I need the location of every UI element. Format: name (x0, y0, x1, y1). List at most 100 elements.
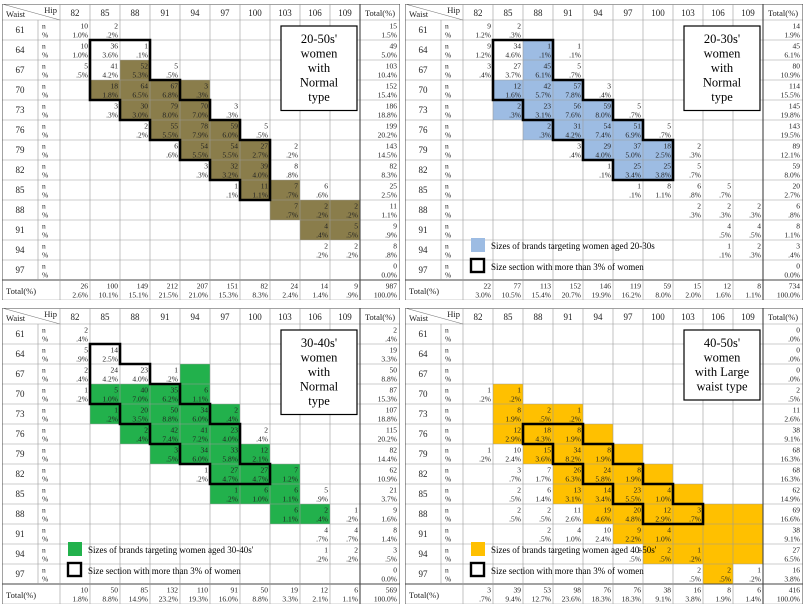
cell-count: 2 (354, 242, 358, 251)
column-total-count: 85 (141, 586, 149, 595)
shaded-cell (180, 80, 210, 100)
cell-count: 54 (231, 142, 239, 151)
row-total-count: 0 (393, 566, 397, 575)
legend-swatch-outline (469, 561, 486, 578)
row-total-percent: 9.1% (784, 435, 800, 444)
cell-percent: 1.1% (282, 495, 298, 504)
header-diagonal (1, 3, 61, 21)
n-marker: n (42, 486, 46, 495)
column-total-count: 149 (137, 282, 149, 291)
row-total-count: 82 (390, 162, 398, 171)
row-total-percent: 2.6% (784, 415, 800, 424)
cell-count: 2 (84, 366, 88, 375)
cell-percent: 3.6% (102, 51, 118, 60)
column-total-percent: 21.0% (189, 291, 208, 300)
row-total-count: 62 (390, 466, 398, 475)
hip-column-label: 97 (221, 312, 231, 322)
cell-count: 7 (547, 466, 551, 475)
pct-marker: % (445, 111, 451, 120)
cell-count: 3 (487, 62, 491, 71)
n-marker: n (445, 326, 449, 335)
pct-marker: % (445, 375, 451, 384)
shaded-cell (613, 504, 643, 524)
title-line: type (308, 90, 330, 104)
waist-row-label: 82 (16, 469, 25, 479)
cell-count: 50 (171, 406, 179, 415)
legend-swatch-outline (66, 561, 83, 578)
shaded-cell (300, 504, 330, 524)
cell-count: 45 (544, 62, 552, 71)
column-total-count: 12 (724, 282, 732, 291)
shaded-cell (703, 524, 733, 544)
row-total-percent: 2.7% (784, 191, 800, 200)
cell-count: 34 (201, 406, 209, 415)
shaded-cell (180, 444, 210, 464)
pct-marker: % (42, 375, 48, 384)
cell-percent: .3% (749, 251, 761, 260)
waist-row-label: 64 (419, 45, 429, 55)
n-marker: n (445, 202, 449, 211)
header-diagonal (404, 3, 464, 21)
cell-percent: .5% (539, 415, 551, 424)
shaded-cell (703, 504, 733, 524)
shaded-cell (120, 60, 150, 80)
cell-percent: .1% (569, 51, 581, 60)
pct-marker: % (42, 575, 48, 584)
shaded-cell (733, 524, 763, 544)
cell-count: 2 (517, 506, 521, 515)
cell-percent: 8.0% (595, 111, 611, 120)
cell-count: 2 (547, 122, 551, 131)
waist-row-label: 67 (16, 65, 26, 75)
pct-marker: % (42, 171, 48, 180)
column-total-percent: 2.6% (72, 291, 88, 300)
row-total-percent: 15.4% (378, 91, 397, 100)
grand-total-count: 569 (386, 586, 398, 595)
waist-row-label: 76 (16, 125, 26, 135)
legend-label-brand: Sizes of brands targeting women aged 20-… (491, 241, 655, 251)
cell-percent: 7.2% (192, 435, 208, 444)
cell-percent: .7% (316, 535, 328, 544)
shaded-cell (523, 80, 553, 100)
shaded-cell (270, 200, 300, 220)
cell-count: 2 (727, 566, 731, 575)
cell-percent: .4% (316, 515, 328, 524)
cell-count: 23 (544, 102, 552, 111)
column-total-percent: 19.3% (189, 595, 208, 604)
pct-marker: % (42, 151, 48, 160)
column-total-percent: 1.1% (342, 595, 358, 604)
cell-percent: .4% (226, 415, 238, 424)
row-total-count: 9 (393, 506, 397, 515)
cell-percent: .3% (749, 211, 761, 220)
header-diagonal (1, 307, 61, 325)
shaded-cell (180, 140, 210, 160)
n-marker: n (42, 42, 46, 51)
pct-marker: % (42, 535, 48, 544)
row-total-count: 45 (793, 42, 801, 51)
column-total-count: 53 (544, 586, 552, 595)
cell-percent: 1.4% (535, 495, 551, 504)
row-total-percent: 14.4% (378, 455, 397, 464)
cell-percent: .5% (539, 515, 551, 524)
column-total-percent: 2.0% (685, 291, 701, 300)
grand-total-count: 734 (789, 282, 801, 291)
cell-percent: .2% (346, 515, 358, 524)
column-total-count: 6 (354, 586, 358, 595)
n-marker: n (42, 546, 46, 555)
pct-marker: % (445, 191, 451, 200)
cell-percent: 2.1% (252, 455, 268, 464)
cell-count: 31 (574, 122, 582, 131)
cell-percent: 3.6% (535, 455, 551, 464)
cell-percent: .2% (196, 475, 208, 484)
cell-percent: 2.2% (625, 535, 641, 544)
cell-count: 4 (577, 526, 581, 535)
n-marker: n (445, 486, 449, 495)
cell-count: 12 (664, 506, 672, 515)
cell-percent: .4% (569, 151, 581, 160)
cell-percent: .2% (166, 375, 178, 384)
hip-column-label: 106 (308, 312, 322, 322)
cell-percent: 6.9% (625, 131, 641, 140)
pct-marker: % (445, 495, 451, 504)
shaded-cell (150, 80, 180, 100)
row-total-count: 80 (793, 62, 801, 71)
cell-count: 11 (261, 182, 268, 191)
